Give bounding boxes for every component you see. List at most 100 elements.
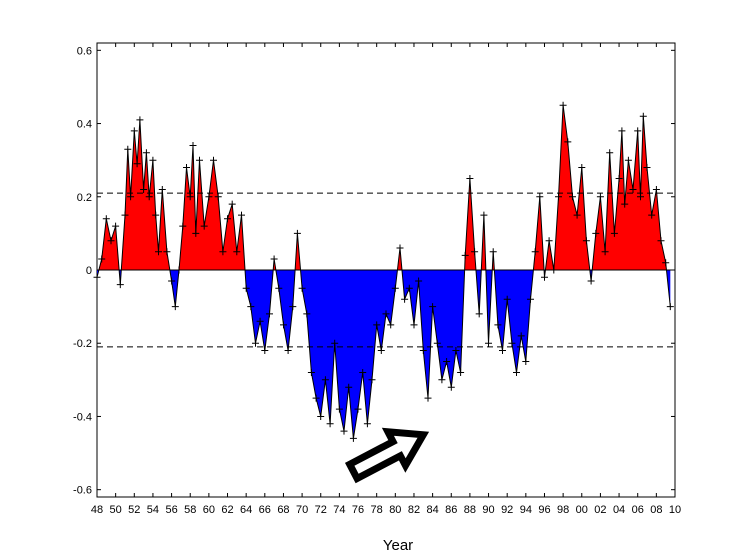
data-point-marker [317, 413, 325, 420]
data-point-marker [629, 186, 637, 193]
data-point-marker [648, 211, 656, 219]
data-point-marker [531, 248, 539, 256]
positive-area [179, 145, 245, 270]
data-point-marker [569, 193, 576, 201]
x-tick-label: 00 [576, 504, 588, 516]
data-point-marker [503, 295, 511, 303]
positive-area [121, 119, 170, 271]
data-point-marker [112, 222, 120, 230]
x-tick-label: 98 [557, 504, 569, 516]
x-tick-label: 90 [482, 504, 494, 516]
x-axis: 48 50 52 54 56 58 60 62 64 66 68 70 72 74 76 78 80 82 84 86… [91, 43, 681, 516]
series-line-group [96, 105, 671, 439]
y-tick-label: -0.4 [73, 411, 92, 423]
data-point-marker [121, 211, 129, 219]
data-point-marker [163, 248, 171, 256]
annotation-group [344, 427, 430, 484]
data-point-marker [419, 347, 427, 354]
data-point-marker [142, 149, 150, 157]
marker-group [93, 101, 674, 442]
data-point-marker [284, 347, 292, 354]
x-tick-label: 48 [91, 504, 103, 516]
data-point-marker [242, 284, 250, 292]
series-line [96, 105, 671, 439]
x-tick-label: 60 [203, 504, 215, 516]
data-point-marker [205, 193, 213, 201]
y-tick-label: -0.2 [73, 338, 92, 350]
x-tick-label: 86 [445, 504, 457, 516]
x-tick-label: 92 [501, 504, 513, 516]
data-point-marker [349, 434, 357, 442]
data-point-marker [247, 303, 255, 311]
negative-area [485, 270, 493, 344]
x-tick-label: 62 [221, 504, 233, 516]
data-point-marker [387, 321, 395, 329]
data-point-marker [345, 383, 353, 391]
data-point-marker [293, 229, 301, 237]
data-point-marker [527, 295, 534, 303]
positive-area [464, 178, 476, 270]
data-point-marker [252, 339, 259, 347]
data-point-marker [405, 284, 413, 292]
data-point-marker [624, 156, 632, 164]
data-point-marker [461, 251, 469, 259]
x-tick-label: 72 [315, 504, 327, 516]
reference-lines [97, 192, 675, 348]
data-point-marker [192, 229, 200, 237]
data-point-marker [573, 211, 581, 219]
x-tick-label: 64 [240, 504, 252, 516]
data-point-marker [480, 211, 488, 219]
data-point-marker [275, 284, 283, 292]
data-point-marker [127, 193, 135, 201]
x-tick-label: 74 [333, 504, 345, 516]
data-point-marker [289, 303, 297, 311]
arrow-annotation [344, 427, 430, 484]
data-point-marker [136, 116, 144, 124]
data-point-marker [189, 142, 197, 149]
data-point-marker [145, 193, 153, 201]
data-point-marker [312, 394, 320, 402]
data-point-marker [149, 156, 157, 164]
data-point-marker [564, 138, 572, 146]
data-point-marker [621, 200, 629, 208]
x-axis-title: Year [383, 537, 413, 554]
data-point-marker [214, 193, 222, 201]
data-point-marker [368, 376, 376, 384]
data-point-marker [587, 277, 595, 285]
data-point-marker [424, 394, 432, 402]
data-point-marker [615, 175, 623, 182]
data-point-marker [280, 321, 287, 329]
x-tick-label: 70 [296, 504, 308, 516]
y-tick-label: 0.6 [77, 45, 92, 57]
negative-area [275, 270, 296, 351]
data-point-marker [210, 156, 217, 164]
data-point-marker [634, 127, 642, 135]
data-point-marker [541, 273, 548, 281]
x-tick-label: 96 [538, 504, 550, 516]
data-point-marker [415, 277, 423, 285]
positive-area [295, 233, 301, 270]
x-tick-label: 04 [613, 504, 625, 516]
data-point-marker [559, 101, 567, 109]
data-point-marker [596, 193, 604, 201]
x-tick-label: 54 [147, 504, 159, 516]
data-point-marker [618, 127, 626, 135]
y-tick-label: -0.6 [73, 485, 92, 497]
data-point-marker [359, 369, 367, 376]
data-point-marker [522, 358, 530, 365]
x-tick-label: 56 [165, 504, 177, 516]
data-point-marker [303, 310, 311, 318]
data-point-marker [410, 321, 418, 329]
data-point-marker [171, 303, 179, 311]
x-tick-label: 84 [426, 504, 438, 516]
data-point-marker [200, 222, 208, 230]
data-point-marker [363, 420, 371, 428]
data-point-marker [373, 321, 381, 329]
y-tick-label: 0 [86, 265, 92, 277]
data-point-marker [224, 215, 231, 223]
data-point-marker [256, 317, 264, 325]
data-point-marker [643, 164, 651, 171]
negative-area [300, 270, 398, 439]
x-tick-label: 10 [669, 504, 681, 516]
data-point-marker [321, 376, 329, 384]
